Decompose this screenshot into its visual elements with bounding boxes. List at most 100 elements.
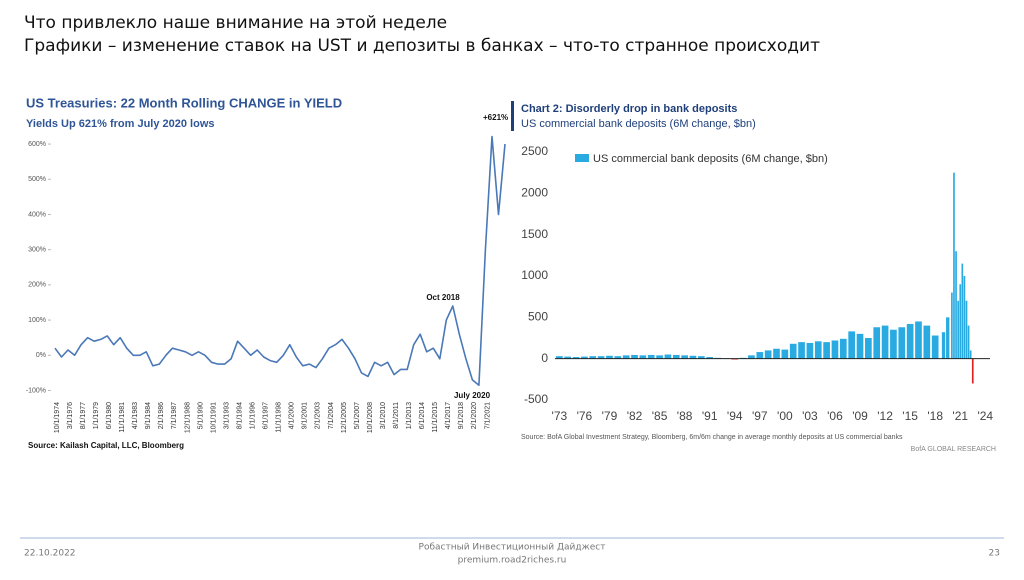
bar [756,352,763,359]
x-tick-label: 10/1/2008 [367,402,374,433]
y-tick-label: -100% [26,387,46,394]
bar [953,173,955,359]
y-tick-label: 100% [28,317,46,324]
x-tick-label: 7/1/2004 [328,402,335,429]
y-tick-label: 300% [28,247,46,254]
x-tick-label: 12/1/2005 [341,402,348,433]
bar [972,359,974,384]
chart-subtitle: Yields Up 621% from July 2020 lows [26,118,215,130]
x-tick-label: 5/1/1990 [197,402,204,429]
chart-title: Chart 2: Disorderly drop in bank deposit… [521,103,737,115]
annotation: +621% [483,113,508,122]
bar [815,341,822,358]
bar [665,355,672,359]
x-tick-label: 6/1/1980 [106,402,113,429]
bar [873,327,880,358]
bar [968,326,970,359]
legend-label: US commercial bank deposits (6M change, … [593,153,828,165]
bar [890,330,897,359]
source-note: Source: Kailash Capital, LLC, Bloomberg [28,441,184,450]
bar [823,342,830,359]
x-tick-label: '24 [977,409,993,423]
x-tick-label: 7/1/1987 [171,402,178,429]
x-tick-label: 8/1/2011 [393,402,400,429]
y-tick-label: 500% [28,176,46,183]
bar [765,350,772,358]
x-tick-label: 6/1/2014 [419,402,426,429]
x-tick-label: '00 [777,409,793,423]
bar [840,339,847,359]
bar [961,264,963,359]
x-tick-label: '85 [652,409,668,423]
footer-site: premium.road2riches.ru [458,556,567,566]
bar [882,326,889,359]
y-tick-label: 500 [528,310,548,324]
x-tick-label: 4/1/2017 [445,402,452,429]
x-tick-label: 8/1/1977 [80,402,87,429]
x-tick-label: '03 [802,409,818,423]
x-tick-label: 7/1/2021 [484,402,491,429]
x-tick-label: 6/1/1997 [263,402,270,429]
bar [898,327,905,358]
chart-title: US Treasuries: 22 Month Rolling CHANGE i… [26,95,342,110]
x-tick-label: 1/1/2013 [406,402,413,429]
bar [951,293,953,359]
page-number: 23 [989,549,1000,559]
bar [773,349,780,359]
x-tick-label: 10/1/1974 [54,402,61,433]
data-line [55,137,505,386]
legend-swatch [575,154,589,162]
x-tick-label: '06 [827,409,843,423]
bar [942,332,945,358]
x-tick-label: 4/1/2000 [289,402,296,429]
x-tick-label: '82 [627,409,643,423]
bar [673,355,680,359]
x-tick-label: 12/1/1988 [184,402,191,433]
bar [907,324,914,359]
x-tick-label: 11/1/2015 [432,402,439,433]
x-tick-label: 11/1/1998 [276,402,283,433]
bar [857,334,864,359]
chart-subtitle: US commercial bank deposits (6M change, … [521,118,756,130]
bar [932,336,939,359]
x-tick-label: 10/1/1991 [210,402,217,433]
x-tick-label: '12 [877,409,893,423]
bar [782,350,789,359]
x-tick-label: '97 [752,409,768,423]
x-tick-label: 3/1/2010 [380,402,387,429]
bar [865,338,872,359]
x-tick-label: 8/1/1994 [236,402,243,429]
x-tick-label: 4/1/1983 [132,402,139,429]
y-tick-label: 0% [36,352,46,359]
slide-title: Что привлекло наше внимание на этой неде… [24,13,447,33]
x-tick-label: '09 [852,409,868,423]
bar [790,344,797,359]
footer-date: 22.10.2022 [24,549,76,559]
y-tick-label: 1500 [521,227,548,241]
x-tick-label: '79 [602,409,618,423]
y-tick-label: 2500 [521,144,548,158]
bar [807,343,814,359]
x-tick-label: 9/1/2001 [302,402,309,429]
bar [832,340,839,358]
x-tick-label: '76 [577,409,593,423]
bar [966,301,968,359]
bar [959,284,961,358]
y-tick-label: 0 [541,351,548,365]
x-tick-label: '15 [902,409,918,423]
bar [631,355,638,359]
x-tick-label: 2/1/2020 [471,402,478,429]
annotation: July 2020 [454,391,491,400]
credit: BofA GLOBAL RESEARCH [911,446,996,453]
x-tick-label: 9/1/2018 [458,402,465,429]
bar [964,276,966,359]
title-accent [511,101,514,131]
bar [970,350,972,358]
bar [946,317,949,358]
source-note: Source: BofA Global Investment Strategy,… [521,434,903,441]
y-tick-label: -500 [524,392,548,406]
x-tick-label: 11/1/1981 [119,402,126,433]
x-tick-label: 5/1/2007 [354,402,361,429]
